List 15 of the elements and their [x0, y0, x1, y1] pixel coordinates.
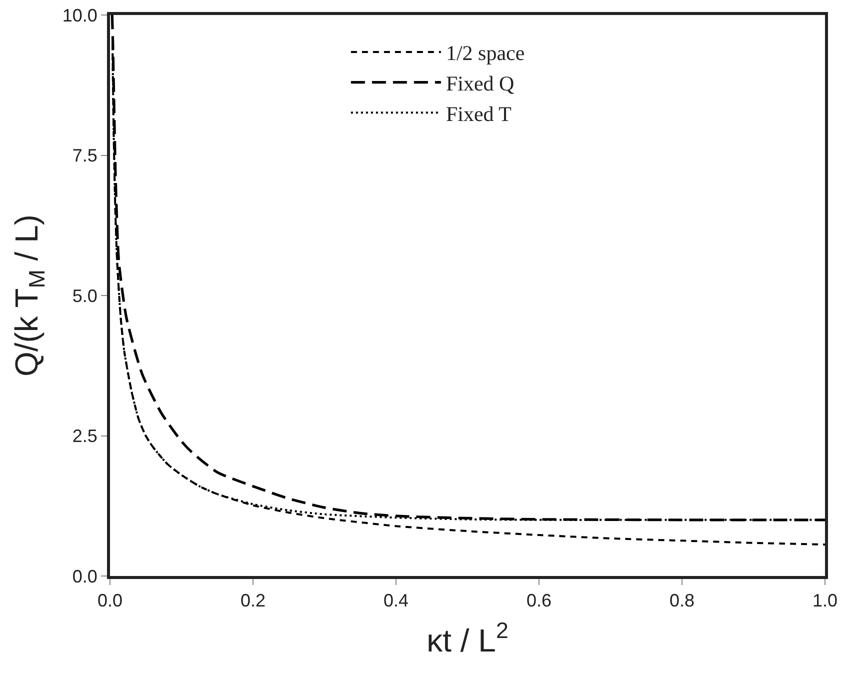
y-tick-label: 0.0 [72, 566, 98, 586]
legend-label: 1/2 space [446, 41, 525, 66]
y-tick-label: 2.5 [72, 426, 98, 446]
y-tick-label: 5.0 [72, 286, 98, 306]
x-tick-label: 0.4 [383, 590, 409, 611]
legend-label: Fixed Q [446, 71, 514, 96]
legend-label: Fixed T [446, 102, 512, 126]
x-axis-title: κt / L$^{2}$ [426, 618, 508, 658]
x-tick-label: 0.2 [240, 590, 266, 611]
x-tick-label: 0.0 [97, 590, 123, 611]
x-tick-label: 0.6 [526, 590, 552, 611]
x-tick-label: 1.0 [812, 590, 838, 611]
y-tick-label: 7.5 [72, 146, 98, 166]
y-tick-label: 10.0 [62, 5, 98, 26]
x-tick-label: 0.8 [669, 590, 695, 611]
